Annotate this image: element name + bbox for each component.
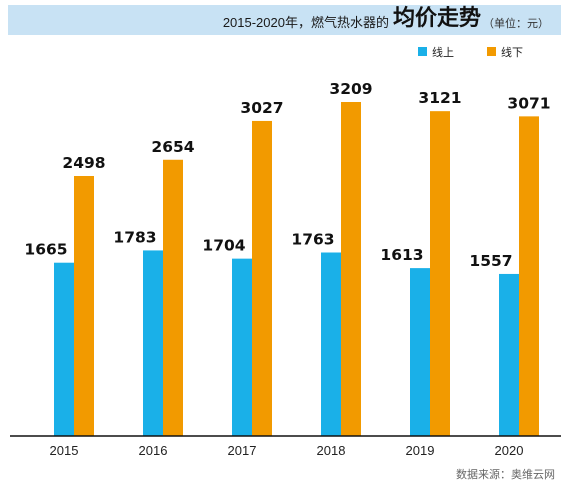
bar-线上-2020 <box>499 273 519 436</box>
x-tick-label-2019: 2019 <box>406 443 435 458</box>
value-label-线下-2017: 3027 <box>240 99 283 117</box>
x-tick-label-2017: 2017 <box>228 443 257 458</box>
x-tick-group: 2015 2016 2017 2018 2019 2020 <box>50 443 524 458</box>
x-tick-label-2018: 2018 <box>317 443 346 458</box>
bar-group <box>54 102 539 437</box>
legend-label-线上: 线上 <box>432 45 454 59</box>
legend-swatch-线上 <box>418 47 427 56</box>
value-label-线下-2018: 3209 <box>329 80 372 98</box>
bar-线下-2017 <box>252 120 272 437</box>
chart-title: 2015-2020年，燃气热水器的 均价走势 （单位：元） <box>223 5 549 35</box>
value-label-线下-2015: 2498 <box>62 154 105 172</box>
value-label-线下-2016: 2654 <box>151 138 194 156</box>
chart-title-main: 均价走势 <box>392 6 481 31</box>
x-tick-label-2015: 2015 <box>50 443 79 458</box>
value-label-线上-2017: 1704 <box>202 237 245 255</box>
value-label-线上-2016: 1783 <box>113 228 156 246</box>
legend-label-线下: 线下 <box>501 45 523 59</box>
bar-线上-2017 <box>232 258 252 436</box>
x-tick-label-2016: 2016 <box>139 443 168 458</box>
title-band: 2015-2020年，燃气热水器的 均价走势 （单位：元） <box>8 5 561 35</box>
value-label-线下-2020: 3071 <box>507 94 550 112</box>
source-note: 数据来源：奥维云网 <box>456 467 555 481</box>
bar-线上-2019 <box>410 268 430 436</box>
legend: 线上 线下 <box>418 45 523 59</box>
bar-线下-2016 <box>163 159 183 436</box>
x-tick-label-2020: 2020 <box>495 443 524 458</box>
value-label-线上-2015: 1665 <box>24 241 67 259</box>
bar-线下-2019 <box>430 111 450 436</box>
bar-线下-2020 <box>519 116 539 437</box>
chart-title-prefix: 2015-2020年，燃气热水器的 <box>222 15 389 30</box>
value-label-线上-2020: 1557 <box>469 252 512 270</box>
bar-线下-2015 <box>74 176 94 436</box>
bar-线上-2018 <box>321 252 341 436</box>
value-label-线下-2019: 3121 <box>418 89 461 107</box>
bar-线上-2015 <box>54 262 74 436</box>
value-label-线上-2019: 1613 <box>380 246 423 264</box>
value-label-线上-2018: 1763 <box>291 231 334 249</box>
bar-线上-2016 <box>143 250 163 436</box>
legend-swatch-线下 <box>487 47 496 56</box>
chart-unit: （单位：元） <box>483 17 549 30</box>
value-label-group: 1665 2498 1783 2654 1704 3027 1763 3209 1613 3121… <box>24 80 550 270</box>
bar-线下-2018 <box>341 102 361 436</box>
